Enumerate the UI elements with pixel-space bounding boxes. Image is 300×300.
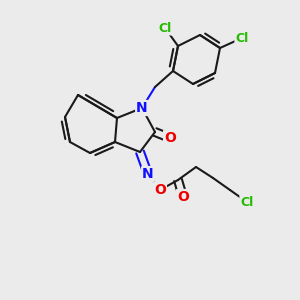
Text: Cl: Cl — [158, 22, 172, 34]
Text: O: O — [177, 190, 189, 204]
Text: N: N — [136, 101, 148, 115]
Text: O: O — [154, 183, 166, 197]
Text: N: N — [142, 167, 154, 181]
Text: Cl: Cl — [240, 196, 254, 208]
Text: O: O — [164, 131, 176, 145]
Text: Cl: Cl — [236, 32, 249, 44]
